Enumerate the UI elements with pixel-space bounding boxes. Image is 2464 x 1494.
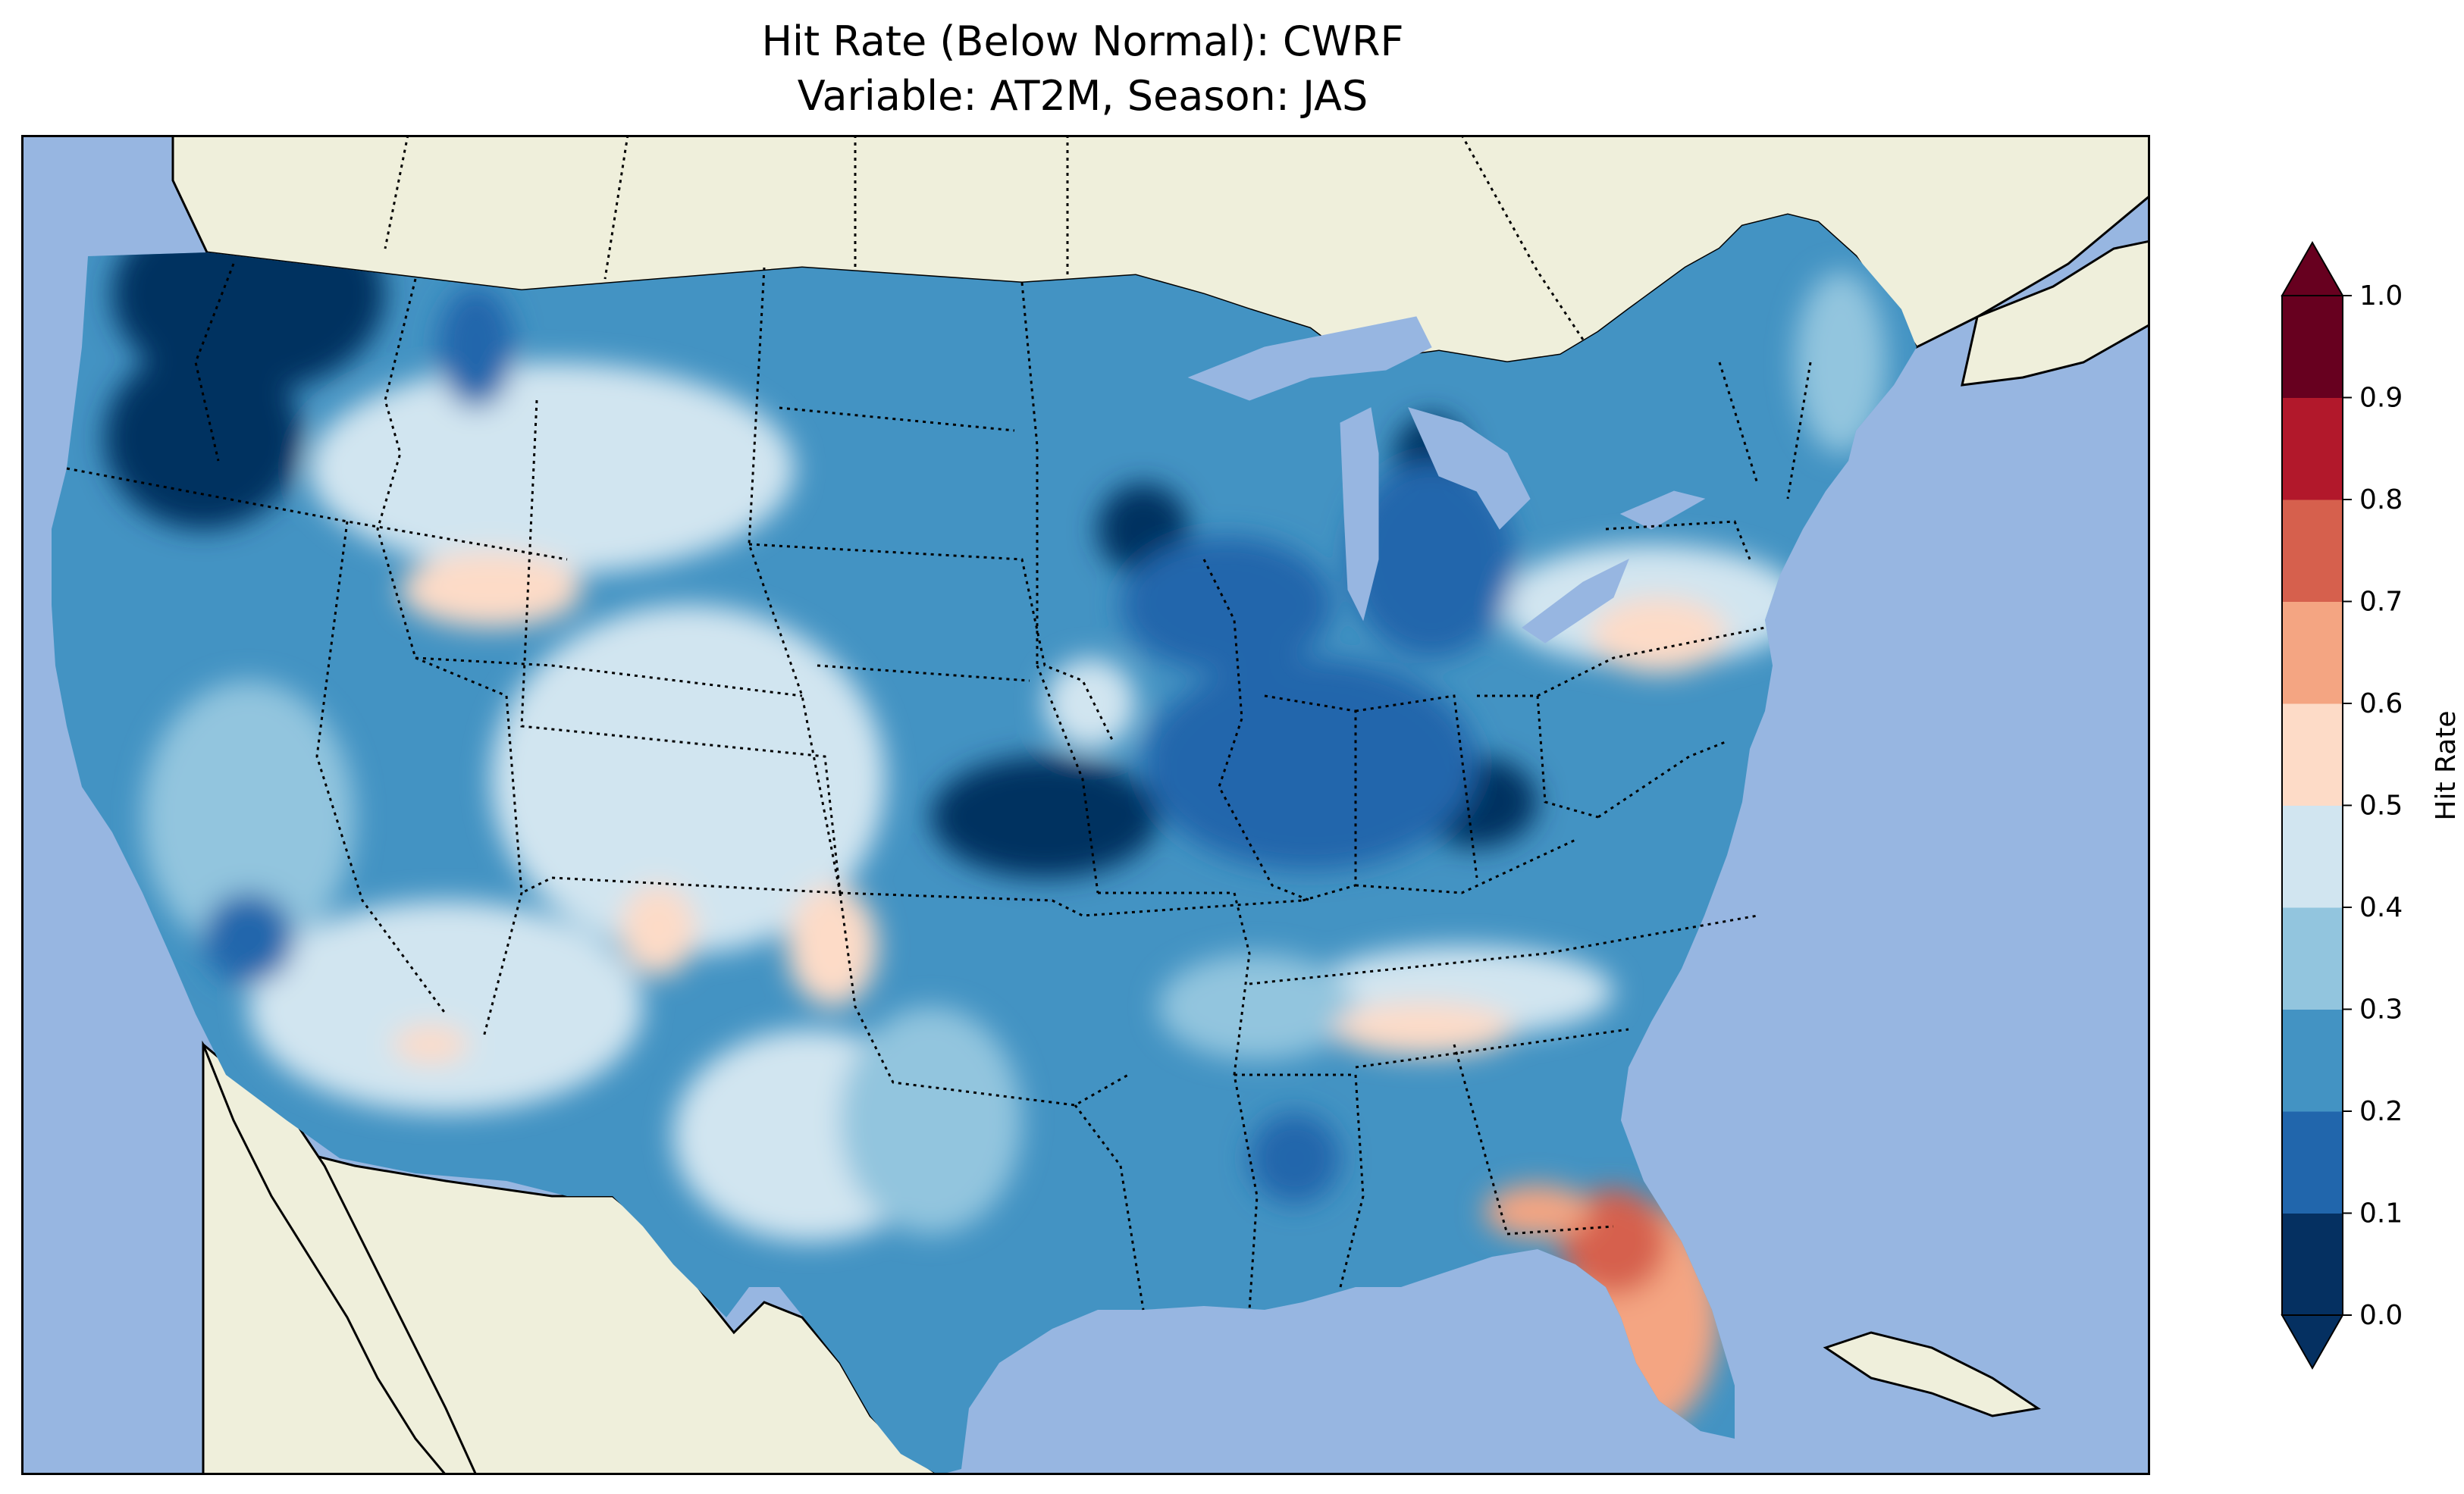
- colorbar-cell: [2282, 1111, 2343, 1214]
- colorbar-cell: [2282, 805, 2343, 908]
- colorbar-over-extension: [2281, 240, 2344, 296]
- colorbar-tick-label: 0.5: [2359, 791, 2403, 822]
- colorbar-cell: [2282, 601, 2343, 704]
- colorbar-tick-label: 0.4: [2359, 892, 2403, 923]
- colorbar-cell: [2282, 1213, 2343, 1316]
- colorbar-cell: [2282, 296, 2343, 398]
- colorbar-tick-label: 0.1: [2359, 1198, 2403, 1229]
- colorbar-tick-label: 0.6: [2359, 688, 2403, 719]
- colorbar-cell: [2282, 1009, 2343, 1112]
- colorbar-tick-label: 0.3: [2359, 994, 2403, 1026]
- colorbar-cell: [2282, 703, 2343, 806]
- colorbar-tick-label: 0.2: [2359, 1096, 2403, 1127]
- colorbar-cell: [2282, 907, 2343, 1010]
- colorbar-tick-label: 1.0: [2359, 280, 2403, 312]
- chart-subtitle: Variable: AT2M, Season: JAS: [797, 72, 1368, 120]
- colorbar-tick-label: 0.8: [2359, 484, 2403, 515]
- hit-rate-map: [21, 135, 2150, 1475]
- colorbar-label: Hit Rate: [2431, 710, 2462, 820]
- colorbar-frame: [2281, 295, 2343, 1316]
- colorbar-under-extension: [2281, 1314, 2344, 1370]
- colorbar-cell: [2282, 500, 2343, 602]
- chart-title: Hit Rate (Below Normal): CWRF: [761, 17, 1404, 65]
- colorbar-tick-label: 0.0: [2359, 1300, 2403, 1331]
- colorbar-cell: [2282, 397, 2343, 500]
- colorbar-tick-label: 0.9: [2359, 383, 2403, 414]
- colorbar-tick-label: 0.7: [2359, 587, 2403, 618]
